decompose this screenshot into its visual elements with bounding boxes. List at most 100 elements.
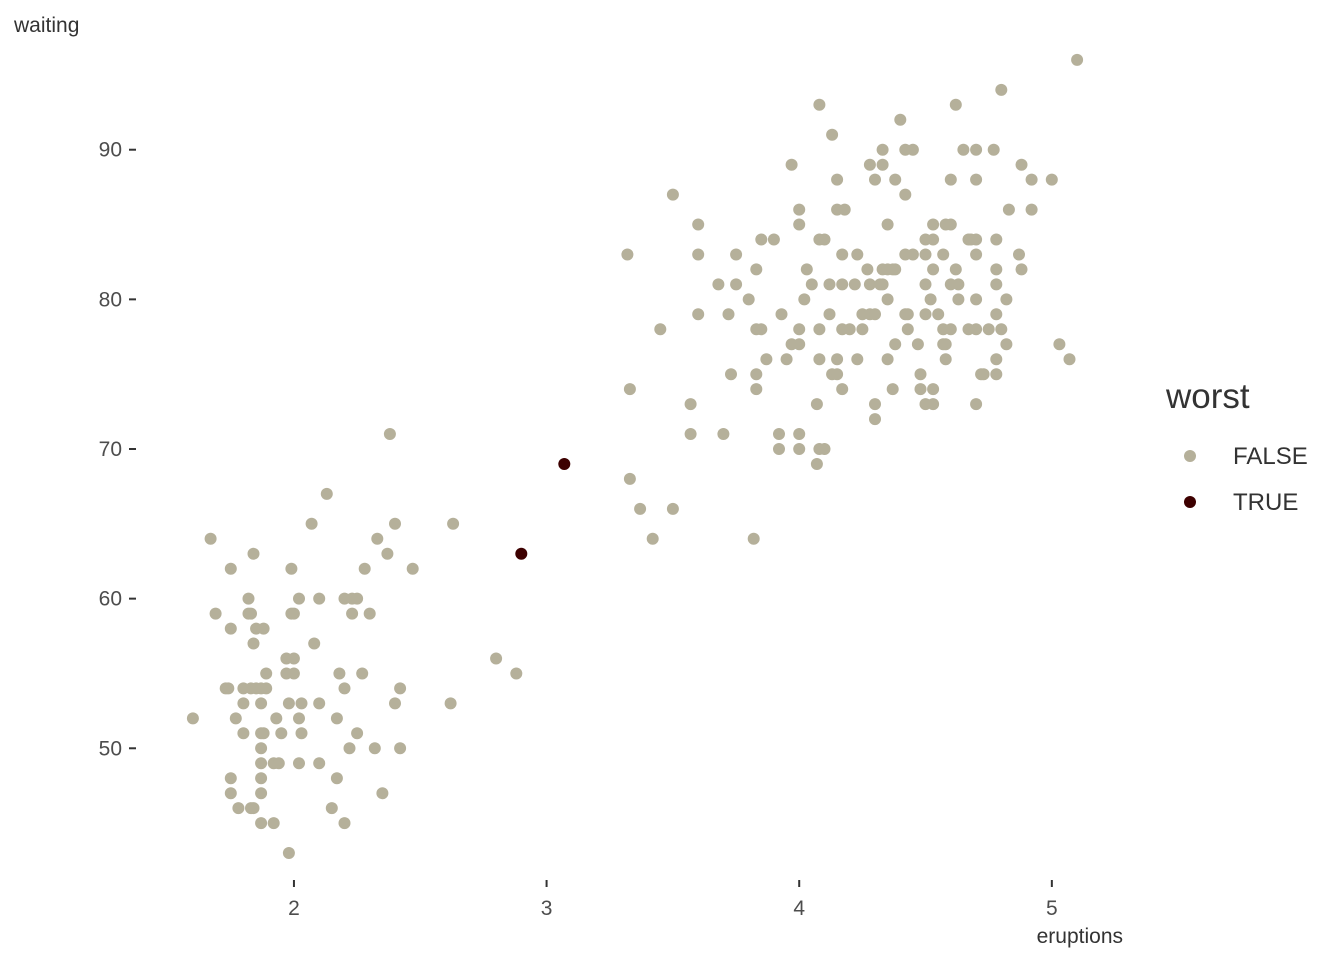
data-point-false <box>927 398 940 411</box>
data-point-false <box>747 532 760 545</box>
data-point-false <box>634 502 647 515</box>
y-tick-label: 80 <box>99 288 122 311</box>
y-tick-label: 90 <box>99 139 122 162</box>
data-point-false <box>836 248 849 261</box>
data-point-false <box>406 562 419 575</box>
data-point-false <box>863 158 876 171</box>
data-point-false <box>257 622 270 635</box>
data-point-false <box>785 158 798 171</box>
data-point-false <box>881 293 894 306</box>
data-point-false <box>1025 203 1038 216</box>
data-point-false <box>1025 173 1038 186</box>
data-point-false <box>257 727 270 740</box>
data-point-false <box>750 383 763 396</box>
x-tick-label: 5 <box>1046 897 1058 920</box>
data-point-false <box>823 278 836 291</box>
data-point-false <box>717 428 730 440</box>
data-point-false <box>944 218 957 231</box>
data-point-false <box>692 218 705 231</box>
x-tick-label: 2 <box>288 897 300 920</box>
data-point-false <box>755 233 768 246</box>
data-point-false <box>813 98 826 111</box>
data-point-false <box>313 592 326 605</box>
data-point-false <box>389 517 401 530</box>
data-point-false <box>780 353 793 366</box>
data-point-false <box>927 233 940 246</box>
data-point-false <box>224 562 237 575</box>
data-point-false <box>623 383 636 396</box>
data-point-false <box>927 218 940 231</box>
data-point-false <box>510 667 523 680</box>
points-layer <box>186 53 1084 859</box>
legend-title: worst <box>1165 377 1250 416</box>
data-point-false <box>818 233 831 246</box>
data-point-false <box>725 368 737 381</box>
data-point-false <box>861 263 874 276</box>
data-point-false <box>970 323 983 336</box>
data-point-false <box>1000 293 1013 306</box>
data-point-false <box>282 697 295 710</box>
data-point-false <box>222 682 235 695</box>
legend-item-true: TRUE <box>1184 489 1298 516</box>
data-point-false <box>810 398 823 411</box>
data-point-false <box>490 652 503 665</box>
data-point-false <box>937 248 950 261</box>
data-point-false <box>308 637 321 650</box>
y-axis: 50 60 70 80 90 <box>99 139 136 760</box>
data-point-false <box>970 173 983 186</box>
data-point-false <box>229 712 242 725</box>
data-point-false <box>800 263 813 276</box>
data-point-false <box>843 323 856 336</box>
data-point-false <box>793 443 806 455</box>
data-point-false <box>255 697 268 710</box>
data-point-false <box>275 727 288 740</box>
data-point-false <box>1063 353 1076 366</box>
data-point-false <box>293 592 305 605</box>
data-point-false <box>730 278 743 291</box>
data-point-false <box>793 323 806 336</box>
data-point-false <box>247 637 260 650</box>
data-point-false <box>267 817 280 830</box>
data-point-false <box>204 532 217 545</box>
data-point-false <box>742 293 755 306</box>
data-point-false <box>282 847 295 859</box>
data-point-false <box>952 278 965 291</box>
data-point-false <box>906 143 919 156</box>
data-point-false <box>255 742 268 755</box>
data-point-false <box>894 113 907 126</box>
data-point-false <box>209 607 222 620</box>
data-point-false <box>775 308 788 321</box>
data-point-false <box>970 398 983 411</box>
data-point-false <box>394 742 407 755</box>
data-point-false <box>851 353 864 366</box>
data-point-false <box>255 757 268 770</box>
data-point-false <box>750 368 763 381</box>
data-point-false <box>760 353 773 366</box>
data-point-false <box>944 173 957 186</box>
data-point-false <box>224 787 237 800</box>
data-point-false <box>818 443 831 455</box>
data-point-false <box>621 248 634 261</box>
data-point-false <box>346 607 359 620</box>
data-point-false <box>805 278 818 291</box>
data-point-false <box>293 757 305 770</box>
data-point-false <box>889 173 902 186</box>
data-point-false <box>1071 53 1084 66</box>
data-point-false <box>939 353 952 366</box>
data-point-false <box>990 353 1003 366</box>
data-point-false <box>952 293 965 306</box>
data-point-false <box>1002 203 1015 216</box>
data-point-false <box>876 143 889 156</box>
data-point-false <box>901 323 914 336</box>
data-point-false <box>798 293 811 306</box>
data-point-false <box>330 772 343 785</box>
data-point-false <box>295 697 308 710</box>
data-point-false <box>684 428 697 440</box>
data-point-false <box>793 338 806 351</box>
data-point-false <box>381 547 394 560</box>
data-point-false <box>371 532 384 545</box>
data-point-false <box>722 308 735 321</box>
data-point-false <box>363 607 376 620</box>
data-point-false <box>305 517 318 530</box>
legend: worst FALSE TRUE <box>1165 377 1308 516</box>
